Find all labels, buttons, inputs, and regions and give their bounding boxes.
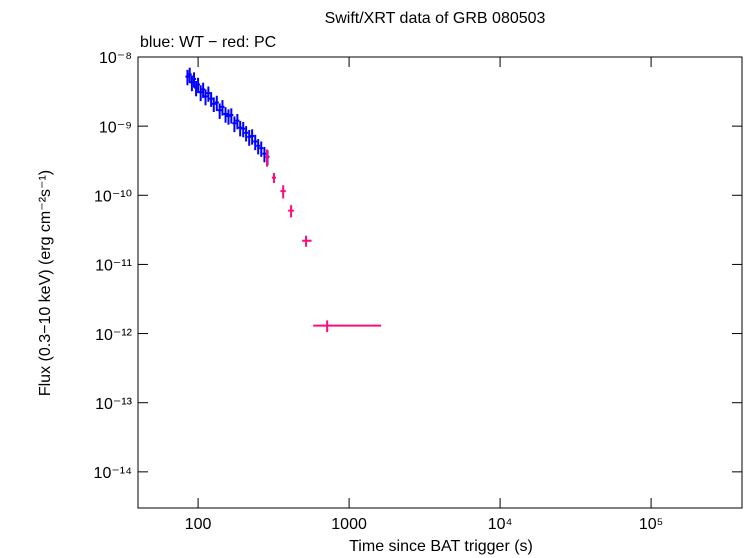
y-tick-label: 10⁻⁸ bbox=[99, 50, 132, 67]
x-tick-label: 10⁵ bbox=[639, 516, 663, 533]
x-tick-label: 1000 bbox=[331, 516, 367, 533]
y-tick-label: 10⁻¹³ bbox=[95, 396, 133, 413]
y-tick-label: 10⁻¹¹ bbox=[95, 258, 132, 275]
y-tick-label: 10⁻¹⁴ bbox=[94, 465, 133, 482]
y-tick-label: 10⁻⁹ bbox=[99, 119, 132, 136]
y-tick-label: 10⁻¹⁰ bbox=[94, 189, 132, 206]
x-axis-label: Time since BAT trigger (s) bbox=[349, 538, 533, 555]
x-tick-label: 100 bbox=[185, 516, 212, 533]
y-tick-label: 10⁻¹² bbox=[95, 327, 133, 344]
chart-title: Swift/XRT data of GRB 080503 bbox=[325, 10, 546, 27]
x-tick-label: 10⁴ bbox=[488, 516, 513, 533]
y-axis-label: Flux (0.3−10 keV) (erg cm⁻²s⁻¹) bbox=[37, 170, 54, 396]
chart-subtitle: blue: WT − red: PC bbox=[140, 34, 276, 51]
plot-frame bbox=[137, 56, 743, 509]
